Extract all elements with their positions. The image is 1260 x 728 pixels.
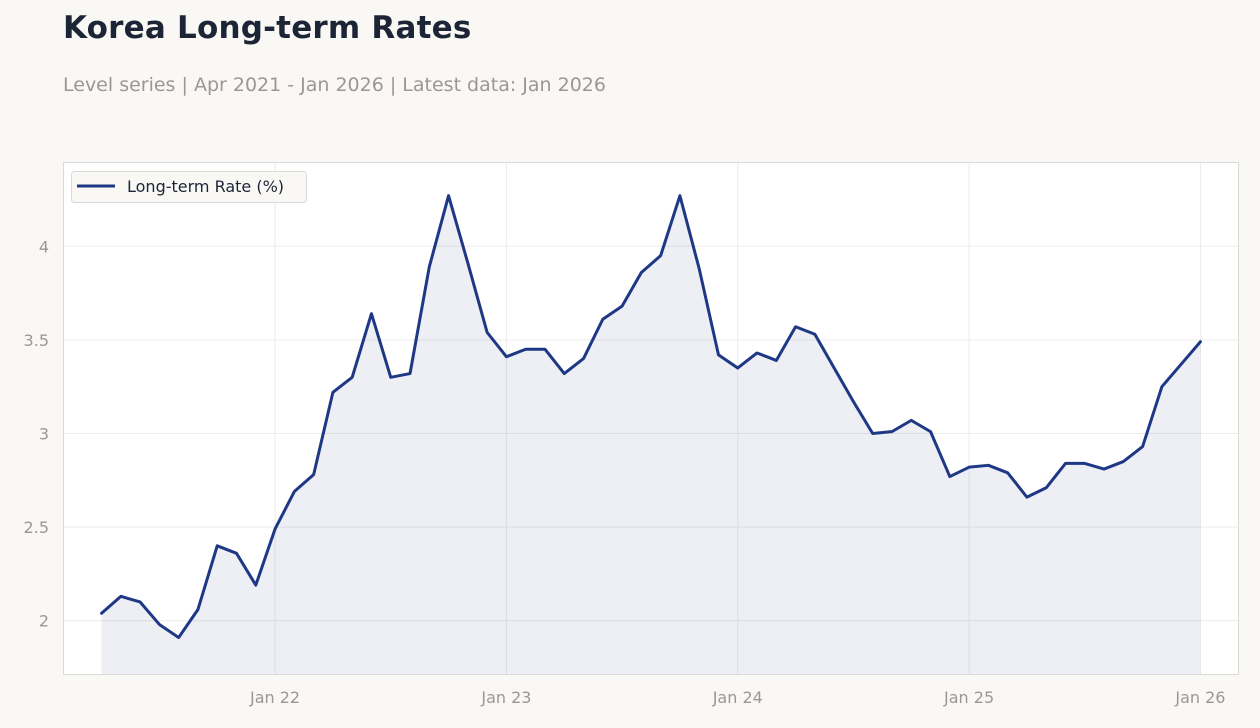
legend-box xyxy=(71,171,307,203)
legend: Long-term Rate (%) xyxy=(71,171,307,203)
x-tick-label: Jan 24 xyxy=(712,688,763,707)
x-tick-label: Jan 23 xyxy=(480,688,531,707)
series-area-fill xyxy=(101,195,1201,675)
y-tick-label: 2 xyxy=(39,612,49,631)
y-tick-label: 4 xyxy=(39,237,49,256)
chart-title: Korea Long-term Rates xyxy=(63,10,472,46)
x-tick-label: Jan 25 xyxy=(943,688,994,707)
legend-label: Long-term Rate (%) xyxy=(127,177,284,196)
x-axis-tick-labels: Jan 22 Jan 23 Jan 24 Jan 25 Jan 26 xyxy=(249,688,1225,707)
grid-lines xyxy=(63,162,1239,675)
plot-frame xyxy=(63,162,1239,675)
chart-subtitle: Level series | Apr 2021 - Jan 2026 | Lat… xyxy=(63,74,606,96)
series-line xyxy=(100,194,1202,640)
plot-area xyxy=(63,162,1239,675)
x-tick-label: Jan 22 xyxy=(249,688,300,707)
y-axis-tick-labels: 2 2.5 3 3.5 4 xyxy=(24,237,49,630)
y-tick-label: 3 xyxy=(39,424,49,443)
x-tick-label: Jan 26 xyxy=(1174,688,1225,707)
y-tick-label: 2.5 xyxy=(24,518,49,537)
y-tick-label: 3.5 xyxy=(24,331,49,350)
